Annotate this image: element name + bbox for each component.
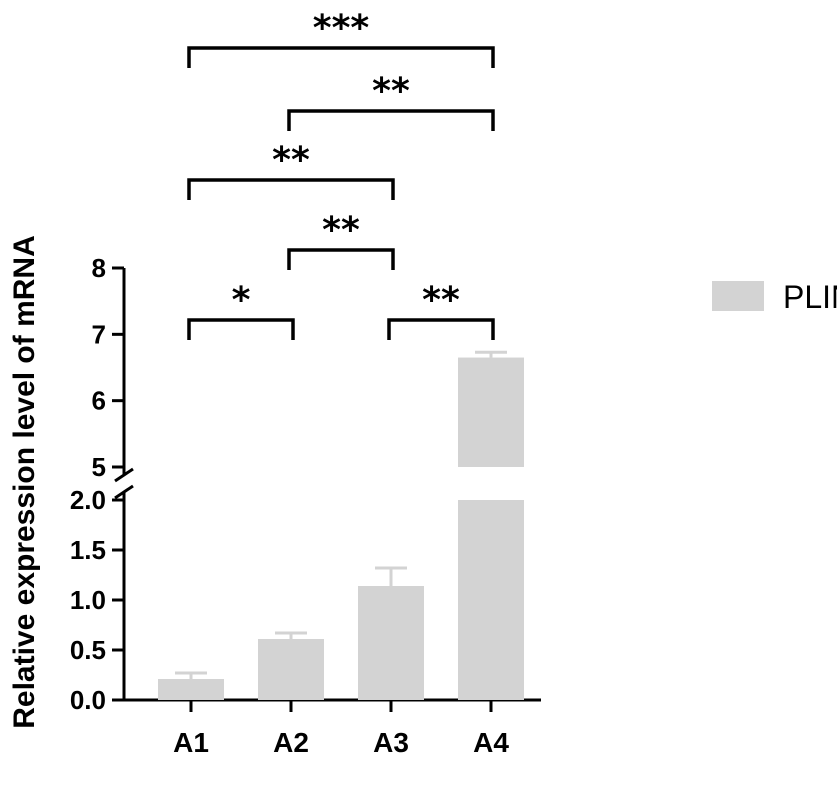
bar-a3: [358, 586, 424, 700]
y-tick-label: 1.5: [70, 535, 106, 565]
bar-a2: [258, 639, 324, 700]
significance-bracket: [187, 46, 495, 68]
y-tick-label: 5: [92, 452, 106, 482]
significance-bracket: [287, 109, 495, 131]
x-tick-label: A3: [373, 727, 409, 758]
y-tick-label: 1.0: [70, 585, 106, 615]
significance-label: *: [232, 280, 251, 321]
significance-label: **: [372, 71, 410, 112]
x-tick-labels: A1 A2 A3 A4: [173, 700, 509, 758]
error-bars: [175, 350, 507, 679]
significance-label: **: [322, 210, 360, 251]
significance-bracket: [387, 318, 495, 340]
bar-a4-lower: [458, 500, 524, 700]
legend-label-plin2: PLIN2: [783, 279, 837, 315]
significance-bracket: [187, 178, 395, 200]
y-ticks: 0.0 0.5 1.0 1.5 2.05 6 7 8: [70, 253, 124, 715]
legend: PLIN2: [712, 279, 837, 315]
significance-label: **: [422, 280, 460, 321]
y-tick-label: 0.0: [70, 685, 106, 715]
x-tick-label: A4: [473, 727, 509, 758]
axis-break-mark-upper: [114, 467, 134, 483]
bars: [158, 357, 524, 700]
significance-bracket: [287, 248, 395, 270]
significance-label: **: [272, 140, 310, 181]
significance-bracket: [187, 318, 295, 340]
y-tick-label: 2.0: [70, 485, 106, 515]
significance-brackets: * ***********: [187, 8, 495, 340]
y-tick-label: 0.5: [70, 635, 106, 665]
y-tick-label: 8: [92, 253, 106, 283]
x-tick-label: A1: [173, 727, 209, 758]
x-tick-label: A2: [273, 727, 309, 758]
bar-a4-upper: [458, 357, 524, 467]
bar-a1: [158, 679, 224, 700]
y-axis-label: Relative expression level of mRNA: [8, 235, 41, 729]
y-tick-label: 7: [92, 319, 106, 349]
significance-label: ***: [313, 8, 370, 49]
legend-swatch: [712, 281, 764, 311]
y-tick-label: 6: [92, 386, 106, 416]
axis-break-mark-lower: [114, 484, 134, 500]
